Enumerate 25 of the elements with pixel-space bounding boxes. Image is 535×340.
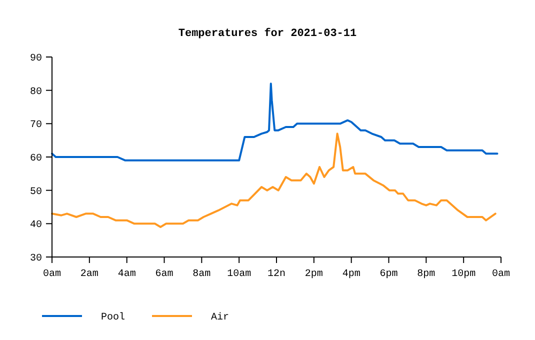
line-series bbox=[51, 132, 496, 228]
x-tick-label: 2pm bbox=[304, 269, 323, 280]
x-tick-label: 6am bbox=[155, 269, 174, 280]
chart-title: Temperatures for 2021-03-11 bbox=[178, 27, 358, 40]
y-tick-label: 80 bbox=[30, 86, 42, 98]
y-tick-label: 30 bbox=[30, 254, 42, 264]
y-tick-label: 70 bbox=[30, 120, 42, 132]
y-tick-label: 90 bbox=[30, 54, 42, 64]
x-tick-label: 6pm bbox=[380, 269, 398, 280]
line-series bbox=[51, 82, 498, 162]
y-tick-label: 40 bbox=[30, 220, 42, 232]
y-tick-label: 60 bbox=[30, 154, 42, 164]
x-tick-label: 0am bbox=[492, 269, 510, 280]
x-tick-label: 2am bbox=[80, 269, 98, 280]
x-tick-label: 8pm bbox=[417, 269, 436, 280]
y-tick-label: 50 bbox=[30, 186, 42, 198]
x-tick-label: 4pm bbox=[342, 269, 360, 280]
x-tick-label: 10am bbox=[227, 269, 252, 280]
legend-label: Pool bbox=[101, 312, 126, 324]
x-tick-label: 4am bbox=[118, 269, 136, 280]
x-tick-label: 8am bbox=[192, 269, 211, 280]
x-tick-label: 10pm bbox=[452, 269, 476, 280]
legend-label: Air bbox=[211, 312, 230, 324]
x-tick-label: 0am bbox=[42, 269, 62, 280]
x-tick-label: 12n bbox=[267, 269, 286, 280]
